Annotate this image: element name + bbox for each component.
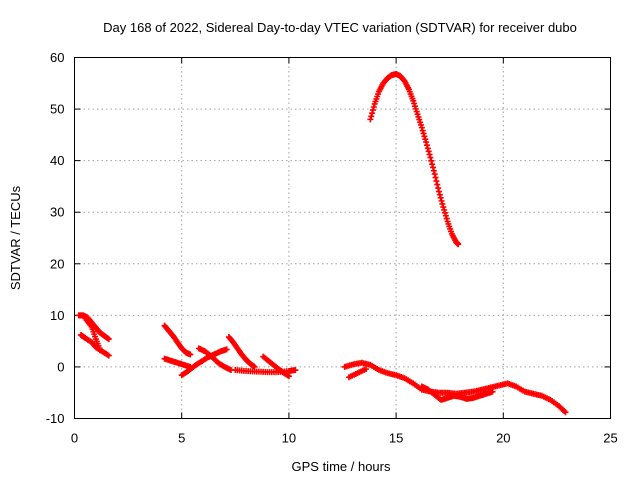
data-point [187,351,194,358]
data-point [424,145,431,152]
data-point [420,130,427,137]
data-point [437,194,444,201]
data-point [435,188,442,195]
series-seg-k [341,359,569,416]
data-point [428,157,435,164]
data-point [422,136,429,143]
data-point [435,185,442,192]
series-seg-n [367,71,462,248]
x-tick-label: 20 [496,431,510,446]
data-point [455,241,462,248]
data-points [75,71,569,416]
plot-frame [74,57,611,419]
data-point [368,113,375,120]
series-seg-j [260,353,292,380]
data-point [442,212,449,219]
data-point [369,110,376,117]
data-point [432,174,439,181]
data-point [439,200,446,207]
x-axis: 0 5 10 15 20 25 [71,57,618,446]
data-point [441,206,448,213]
data-point [427,154,434,161]
x-axis-label: GPS time / hours [292,459,391,474]
y-tick-label: 50 [50,102,64,117]
series-seg-h [225,334,258,370]
data-point [423,139,430,146]
data-point [436,191,443,198]
grid [74,57,611,419]
data-point [105,336,112,343]
data-point [367,116,374,123]
data-point [440,204,447,211]
chart-title: Day 168 of 2022, Sidereal Day-to-day VTE… [103,20,577,35]
data-point [292,367,299,374]
y-tick-label: 0 [57,359,64,374]
x-tick-label: 25 [603,431,617,446]
data-point [429,164,436,171]
y-tick-label: 30 [50,205,64,220]
data-point [421,133,428,140]
data-point [426,151,433,158]
data-point [441,209,448,216]
y-tick-label: 60 [50,50,64,65]
data-point [562,409,569,416]
y-tick-label: -10 [46,411,65,426]
data-point [285,373,292,380]
y-axis-label: SDTVAR / TECUs [8,185,23,290]
data-point [430,167,437,174]
data-point [433,178,440,185]
y-tick-label: 40 [50,153,64,168]
data-point [97,347,104,354]
data-point [438,197,445,204]
x-tick-label: 10 [282,431,296,446]
data-point [434,181,441,188]
series-seg-d [161,322,194,358]
data-point [363,365,370,372]
x-tick-label: 5 [178,431,185,446]
y-tick-label: 10 [50,308,64,323]
data-point [431,171,438,178]
data-point [370,104,377,111]
series-seg-l [345,365,370,381]
data-point [105,352,112,359]
data-point [419,127,426,134]
y-axis: -10 0 10 20 30 40 50 60 [46,50,611,426]
data-point [429,161,436,168]
y-tick-label: 20 [50,256,64,271]
data-point [369,107,376,114]
data-point [443,215,450,222]
series-seg-m [418,383,496,403]
series-seg-g [195,345,235,374]
data-point [423,142,430,149]
series-seg-e [161,355,194,370]
data-point [418,124,425,131]
x-tick-label: 15 [389,431,403,446]
data-point [489,388,496,395]
data-point [223,346,230,353]
data-point [425,148,432,155]
x-tick-label: 0 [71,431,78,446]
series-seg-c [82,315,104,354]
